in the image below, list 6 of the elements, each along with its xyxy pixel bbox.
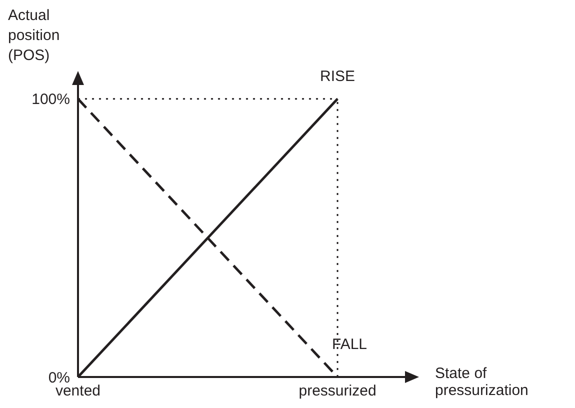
y-tick-label: 100%: [32, 91, 70, 108]
y-axis-title: Actual position (POS): [8, 6, 61, 66]
x-axis-title: State of pressurization: [435, 365, 530, 399]
series-label: RISE: [320, 68, 356, 85]
series-label: FALL: [332, 336, 368, 353]
x-tick-label: pressurized: [298, 382, 376, 400]
